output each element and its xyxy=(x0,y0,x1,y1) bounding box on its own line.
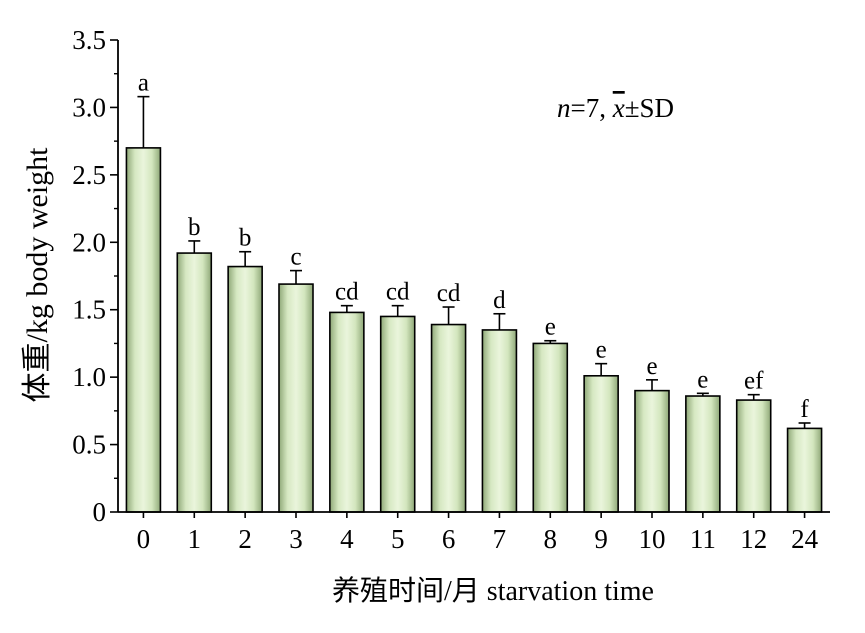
significance-letter: a xyxy=(138,70,149,97)
significance-letter: e xyxy=(697,366,708,393)
significance-letter: ef xyxy=(744,368,764,395)
significance-letter: cd xyxy=(437,280,461,307)
significance-letter: cd xyxy=(335,279,359,306)
bar xyxy=(583,374,619,513)
y-tick-label: 0.5 xyxy=(72,430,106,460)
x-tick-label: 24 xyxy=(791,524,819,554)
bar xyxy=(379,315,416,513)
bar xyxy=(329,311,365,513)
y-tick-label: 2.0 xyxy=(72,227,106,257)
x-tick-label: 9 xyxy=(594,524,608,554)
significance-letter: b xyxy=(239,225,252,252)
bars-group xyxy=(125,147,823,513)
annotation-n-value: =7, xyxy=(571,93,613,123)
annotation-n: n xyxy=(557,93,571,123)
axes-group: 00.51.01.52.02.53.03.50 1 2 3 4 5 6 7 8 9 10 11 12 24 xyxy=(72,25,830,554)
x-tick-label: 1 xyxy=(188,524,202,554)
bar xyxy=(634,389,670,513)
x-tick-label: 4 xyxy=(340,524,354,554)
bar xyxy=(227,265,263,513)
bar xyxy=(532,342,569,513)
bar xyxy=(125,147,162,513)
x-tick-label: 6 xyxy=(442,524,456,554)
bar xyxy=(685,395,721,513)
significance-letter: e xyxy=(596,337,607,364)
bar xyxy=(278,283,314,513)
bar xyxy=(735,399,772,513)
significance-letter: cd xyxy=(386,279,410,306)
x-tick-label: 0 xyxy=(137,524,151,554)
y-tick-label: 1.0 xyxy=(72,362,106,392)
x-tick-label: 5 xyxy=(391,524,405,554)
x-axis-label: 养殖时间/月 starvation time xyxy=(332,575,654,607)
y-tick-label: 2.5 xyxy=(72,160,106,190)
y-axis-label: 体重/kg body weight xyxy=(21,147,54,403)
x-tick-label: 10 xyxy=(639,524,666,554)
significance-letter: b xyxy=(188,214,201,241)
annotation-xbar: x xyxy=(612,93,625,123)
y-tick-label: 3.5 xyxy=(72,25,106,55)
x-tick-label: 2 xyxy=(238,524,252,554)
x-tick-label: 3 xyxy=(289,524,303,554)
y-tick-label: 3.0 xyxy=(72,92,106,122)
x-tick-label: 7 xyxy=(493,524,507,554)
x-tick-label: 12 xyxy=(740,524,767,554)
bar xyxy=(176,252,213,513)
bar xyxy=(430,323,467,513)
bar xyxy=(481,329,518,513)
stats-annotation: n=7, x±SD xyxy=(557,93,674,123)
significance-letter: e xyxy=(646,353,657,380)
annotation-sd: ±SD xyxy=(625,93,674,123)
y-tick-label: 0 xyxy=(93,497,107,527)
bar xyxy=(786,427,823,513)
significance-letter: e xyxy=(545,314,556,341)
x-tick-label: 11 xyxy=(690,524,716,554)
x-tick-label: 8 xyxy=(544,524,558,554)
error-bars-group xyxy=(137,95,811,429)
significance-letter: f xyxy=(800,396,809,423)
y-tick-label: 1.5 xyxy=(72,295,106,325)
significance-letter: c xyxy=(290,244,301,271)
significance-letter: d xyxy=(493,287,506,314)
